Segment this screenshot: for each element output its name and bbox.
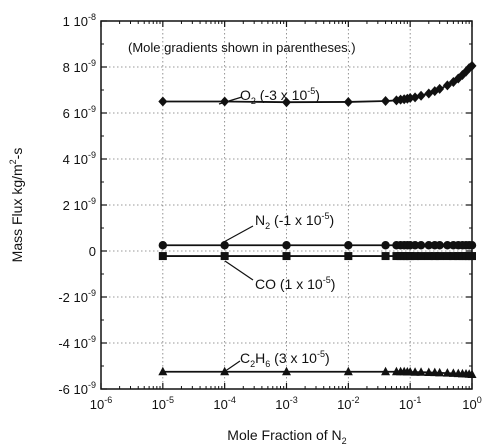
data-point-square xyxy=(417,252,426,261)
data-point-square xyxy=(424,252,433,261)
data-point-square xyxy=(282,252,291,261)
x-tick-label: 100 xyxy=(462,395,481,412)
data-point-diamond xyxy=(381,96,391,107)
data-point-circle xyxy=(158,241,168,250)
data-point-diamond xyxy=(442,80,452,91)
data-point-triangle xyxy=(442,368,452,377)
data-point-square xyxy=(220,252,229,261)
grid-lines xyxy=(101,21,472,389)
data-point-square xyxy=(344,252,353,261)
data-point-square xyxy=(381,252,390,261)
x-tick-label: 10-2 xyxy=(337,395,359,412)
data-point-square xyxy=(406,252,415,261)
y-tick-label: -2 10-9 xyxy=(58,288,96,305)
data-point-diamond xyxy=(410,92,420,103)
data-point-circle xyxy=(344,241,353,250)
data-point-triangle xyxy=(158,366,168,376)
y-tick-label: 2 10-9 xyxy=(63,196,96,213)
x-axis-label: Mole Fraction of N2 xyxy=(227,427,346,446)
data-point-square xyxy=(454,252,463,261)
data-point-square xyxy=(449,252,458,261)
y-axis-label: Mass Flux kg/m2-s xyxy=(8,148,25,263)
data-point-square xyxy=(158,252,167,261)
annotation-leader xyxy=(218,96,243,105)
x-tick-label: 10-3 xyxy=(275,395,297,412)
data-point-diamond xyxy=(416,90,426,101)
series-label-o2: O2 (-3 x 10-5) xyxy=(240,86,320,106)
data-point-square xyxy=(468,252,476,261)
annotation-leader xyxy=(221,225,254,244)
data-point-square xyxy=(430,252,439,261)
series-layer: O2 (-3 x 10-5) N2 (-1 x 10-5) CO (1 x 10-5… xyxy=(158,60,477,379)
data-point-circle xyxy=(410,241,420,250)
series-co: CO (1 x 10-5) xyxy=(158,252,476,292)
data-point-square xyxy=(443,252,452,261)
data-point-triangle xyxy=(467,369,477,379)
series-label-n2: N2 (-1 x 10-5) xyxy=(255,211,334,231)
data-point-triangle xyxy=(343,366,353,376)
annotation-leader xyxy=(220,360,241,375)
series-label-co: CO (1 x 10-5) xyxy=(255,275,335,292)
data-point-diamond xyxy=(343,96,353,107)
data-point-diamond xyxy=(282,97,291,108)
data-point-circle xyxy=(443,241,452,250)
data-point-square xyxy=(392,252,401,261)
data-point-triangle xyxy=(435,367,445,377)
data-point-square xyxy=(411,252,420,261)
y-tick-label: 1 10-8 xyxy=(63,12,96,29)
data-point-triangle xyxy=(424,367,434,376)
data-point-circle xyxy=(424,241,433,250)
x-tick-label: 10-6 xyxy=(90,395,112,412)
series-c2h6: C2H6 (3 x 10-5) xyxy=(158,349,477,379)
y-tick-label: 0 xyxy=(89,244,96,259)
x-tick-label: 10-5 xyxy=(152,395,174,412)
series-n2: N2 (-1 x 10-5) xyxy=(158,211,477,250)
data-point-diamond xyxy=(435,83,445,94)
y-tick-label: 4 10-9 xyxy=(63,150,96,167)
y-tick-label: -6 10-9 xyxy=(58,380,96,397)
data-point-circle xyxy=(435,241,444,250)
data-point-triangle xyxy=(410,367,420,376)
x-tick-label: 10-1 xyxy=(399,395,421,412)
y-tick-label: 8 10-9 xyxy=(63,58,96,75)
data-point-triangle xyxy=(282,366,291,376)
chart-note: (Mole gradients shown in parentheses.) xyxy=(128,40,356,55)
series-o2: O2 (-3 x 10-5) xyxy=(158,60,477,108)
x-tick-label: 10-4 xyxy=(213,395,235,412)
data-point-circle xyxy=(381,241,390,250)
data-point-circle xyxy=(220,241,229,250)
y-tick-label: -4 10-9 xyxy=(58,334,96,351)
data-point-diamond xyxy=(467,60,477,71)
data-point-circle xyxy=(416,241,426,250)
data-point-triangle xyxy=(416,367,426,376)
data-point-diamond xyxy=(158,96,168,107)
y-tick-label: 6 10-9 xyxy=(63,104,96,121)
series-label-c2h6: C2H6 (3 x 10-5) xyxy=(240,349,330,369)
data-point-circle xyxy=(467,241,477,250)
annotation-leader xyxy=(224,260,254,281)
data-point-diamond xyxy=(220,96,230,107)
data-point-triangle xyxy=(381,366,391,376)
data-point-square xyxy=(435,252,444,261)
data-point-circle xyxy=(282,241,291,250)
axis-ticks: 10-6 10-5 10-4 10-3 10-2 10-1 100 -6 10-9 -4 10-… xyxy=(58,12,481,412)
